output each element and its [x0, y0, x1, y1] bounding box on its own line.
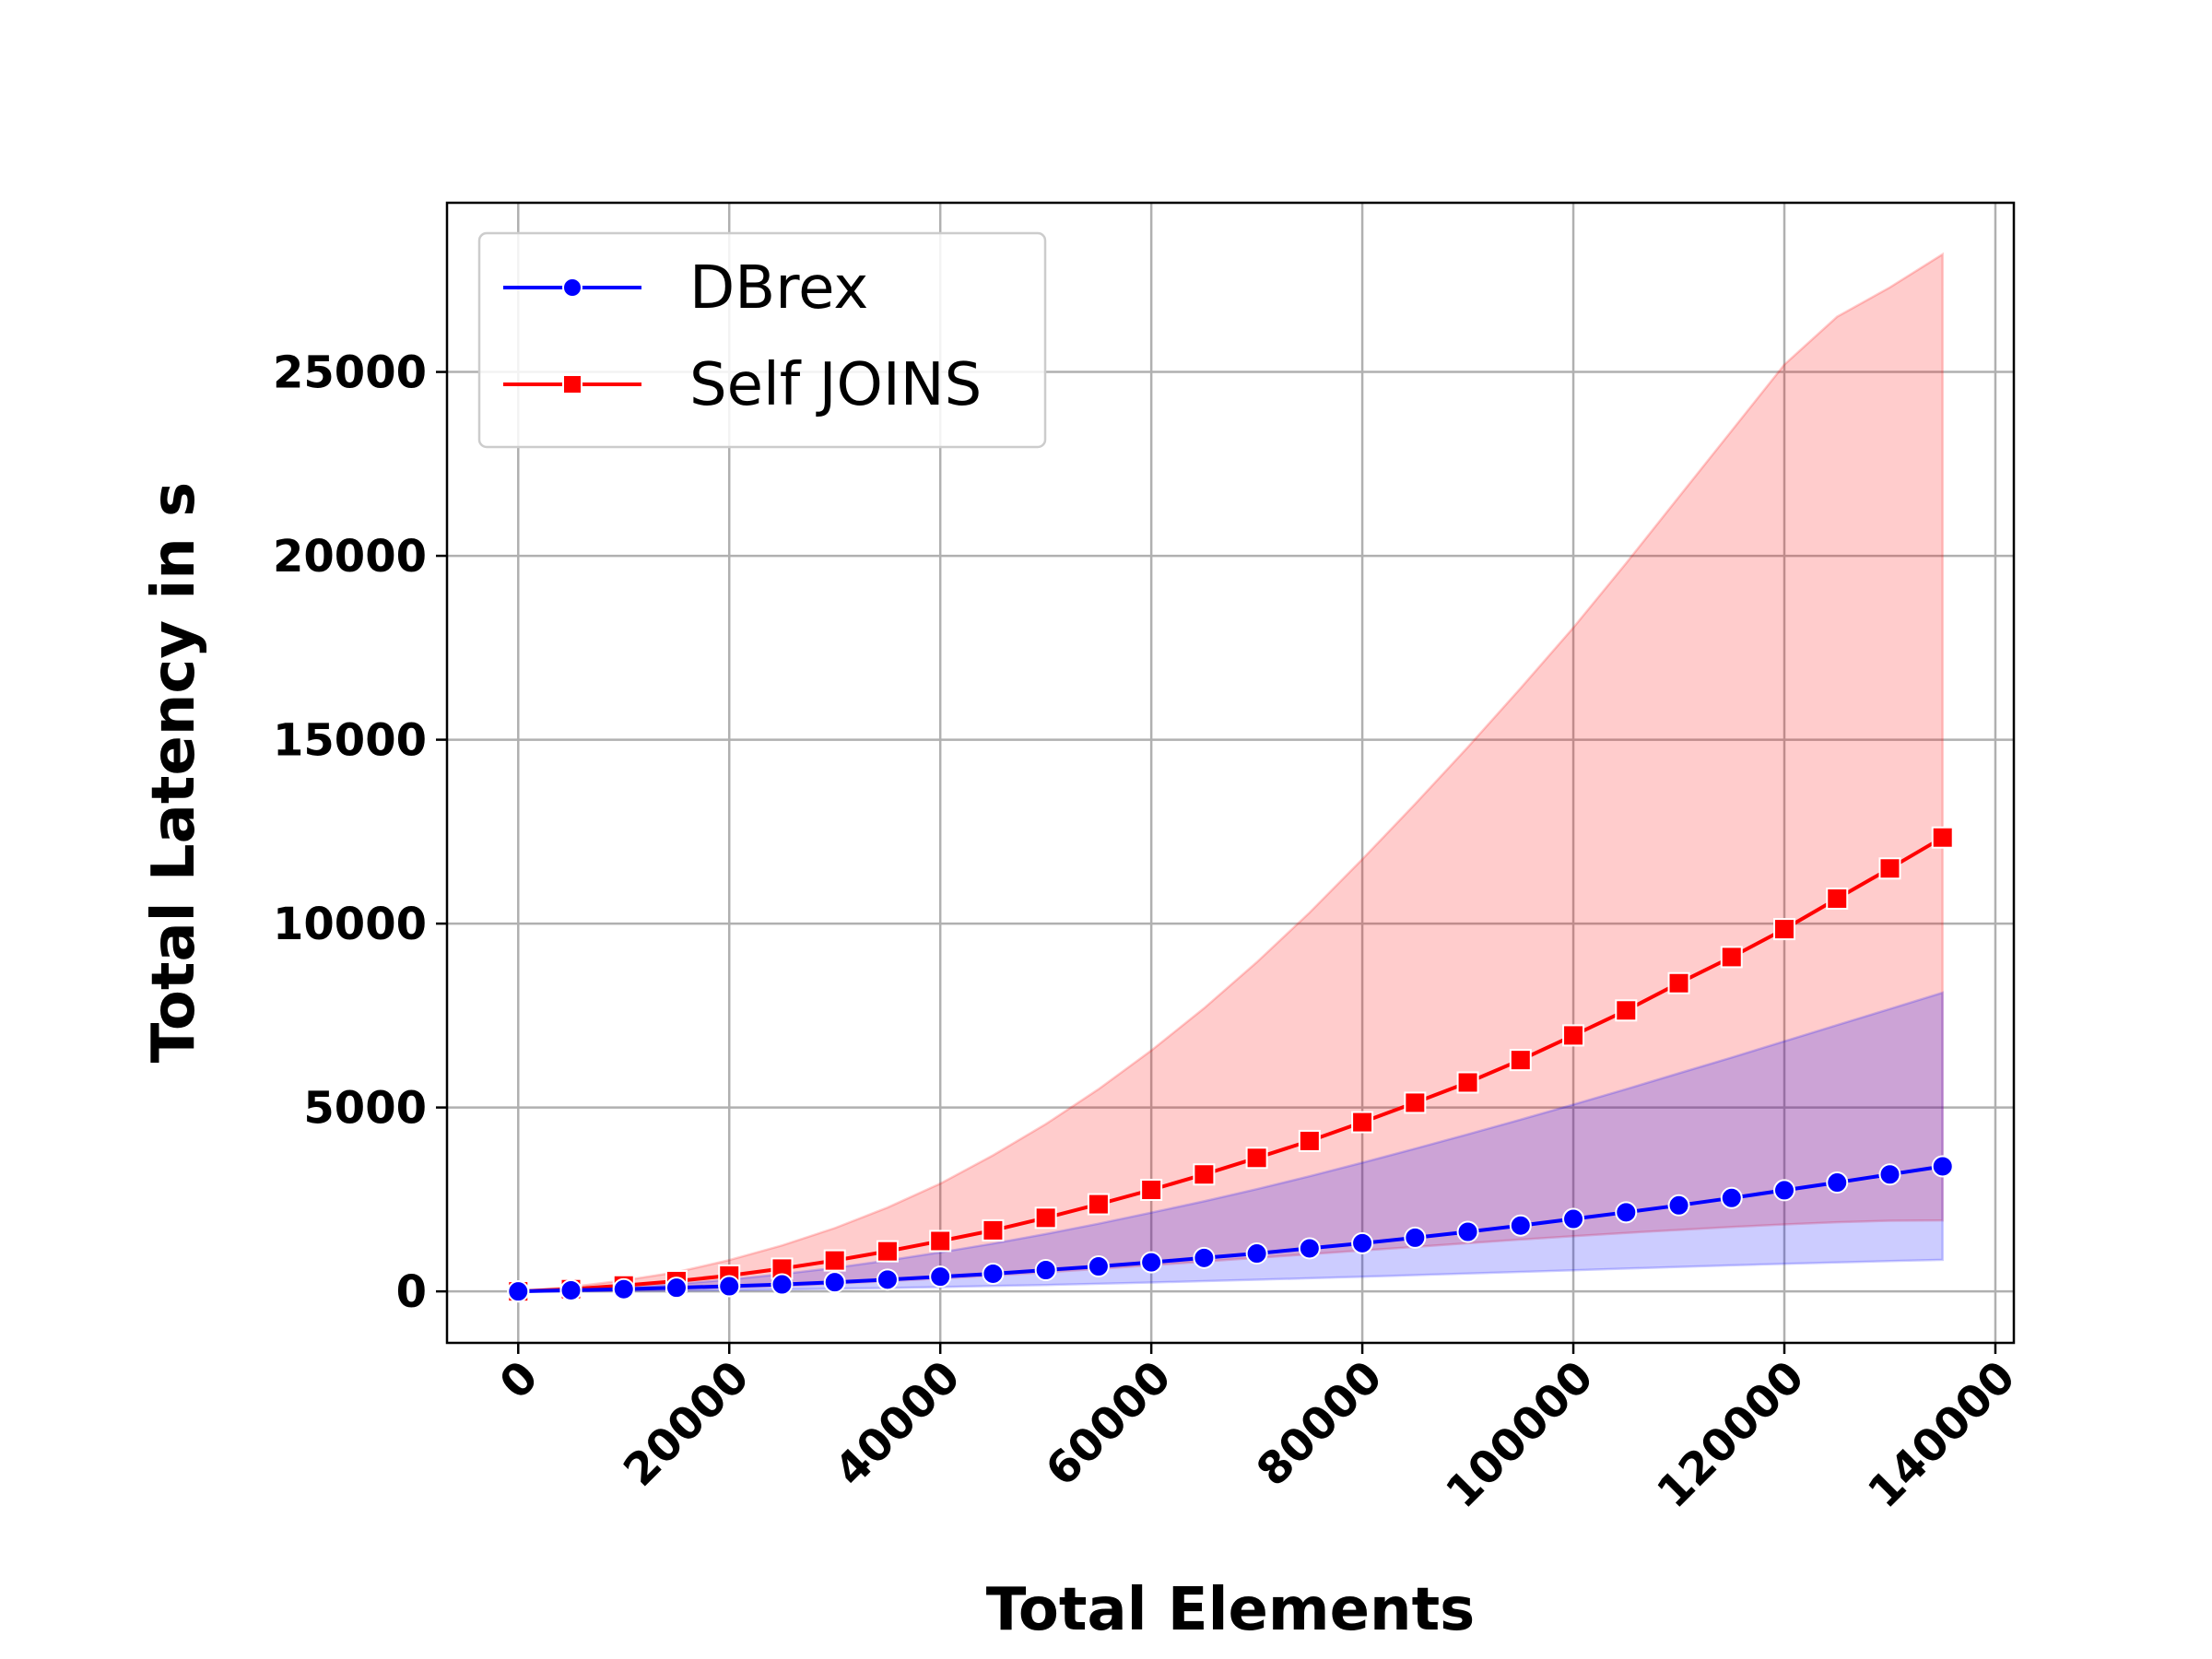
data-point-dbrex	[1931, 1155, 1954, 1178]
data-point-dbrex	[771, 1273, 794, 1296]
data-point-self-joins	[1193, 1163, 1216, 1186]
data-point-self-joins	[1140, 1179, 1163, 1202]
x-tick-label: 40000	[825, 1351, 971, 1497]
y-tick-labels: 0 5000 10000 15000 20000 25000	[273, 347, 427, 1319]
data-point-self-joins	[1667, 971, 1690, 994]
data-point-dbrex	[718, 1275, 741, 1298]
series-line-dbrex	[518, 1164, 1944, 1294]
data-point-dbrex	[1245, 1242, 1268, 1265]
data-point-dbrex	[876, 1268, 899, 1291]
data-point-dbrex	[1773, 1179, 1796, 1202]
data-point-self-joins	[1931, 826, 1954, 849]
data-point-dbrex	[1878, 1163, 1901, 1186]
legend-marker-dbrex	[562, 277, 582, 298]
data-point-self-joins	[1245, 1147, 1268, 1170]
legend: DBrex Self JOINS	[477, 231, 1047, 449]
y-axis-title: Total Latency in s	[140, 482, 208, 1063]
data-point-dbrex	[929, 1265, 952, 1288]
data-point-dbrex	[559, 1278, 582, 1301]
data-point-dbrex	[1298, 1237, 1321, 1260]
data-point-self-joins	[1773, 918, 1796, 941]
data-point-dbrex	[823, 1271, 846, 1294]
grid	[447, 203, 2014, 1343]
y-tick-label: 10000	[273, 899, 427, 950]
data-point-dbrex	[982, 1262, 1005, 1285]
markers	[507, 826, 1954, 1303]
legend-label-dbrex: DBrex	[689, 254, 868, 323]
x-tick-label: 60000	[1036, 1351, 1182, 1497]
x-tick-labels: 0 20000 40000 60000 80000 100000 120000 140000	[490, 1351, 2026, 1518]
y-tick-label: 0	[396, 1266, 427, 1318]
data-point-self-joins	[1087, 1193, 1110, 1216]
data-point-dbrex	[1140, 1251, 1163, 1274]
data-point-self-joins	[1351, 1111, 1374, 1134]
data-point-self-joins	[1562, 1024, 1585, 1047]
data-point-self-joins	[1615, 999, 1638, 1022]
y-tick-label: 5000	[303, 1083, 427, 1135]
data-point-self-joins	[1456, 1071, 1479, 1094]
data-point-dbrex	[1667, 1194, 1690, 1217]
y-tick-label: 25000	[273, 347, 427, 399]
data-point-dbrex	[1404, 1226, 1427, 1249]
data-point-dbrex	[1456, 1220, 1479, 1243]
data-point-dbrex	[1826, 1171, 1849, 1194]
data-point-self-joins	[1034, 1206, 1057, 1230]
data-point-dbrex	[507, 1280, 530, 1303]
series-line-self-joins	[518, 835, 1944, 1294]
series-lines	[518, 835, 1944, 1294]
y-tick-label: 20000	[273, 531, 427, 582]
x-tick-label: 80000	[1247, 1351, 1393, 1497]
data-point-dbrex	[1351, 1231, 1374, 1254]
data-point-self-joins	[1720, 946, 1743, 969]
x-tick-label: 120000	[1647, 1351, 1814, 1518]
data-point-self-joins	[823, 1249, 846, 1272]
legend-marker-self-joins	[562, 374, 582, 394]
data-point-self-joins	[1509, 1049, 1532, 1072]
ticks	[436, 371, 1997, 1354]
data-point-self-joins	[876, 1240, 899, 1263]
data-point-self-joins	[1298, 1129, 1321, 1152]
x-tick-label: 0	[490, 1351, 548, 1409]
data-point-self-joins	[1404, 1091, 1427, 1114]
x-tick-label: 100000	[1436, 1351, 1603, 1518]
data-point-dbrex	[1193, 1246, 1216, 1269]
data-point-dbrex	[1509, 1214, 1532, 1237]
data-point-self-joins	[982, 1218, 1005, 1241]
x-tick-label: 20000	[614, 1351, 759, 1497]
legend-label-self-joins: Self JOINS	[689, 351, 982, 419]
y-tick-label: 15000	[273, 715, 427, 767]
data-point-dbrex	[1087, 1255, 1110, 1278]
x-axis-title: Total Elements	[986, 1576, 1476, 1644]
data-point-dbrex	[665, 1277, 688, 1300]
data-point-dbrex	[1615, 1201, 1638, 1224]
data-point-self-joins	[1878, 857, 1901, 880]
plot-frame	[445, 201, 2016, 1345]
data-point-dbrex	[1720, 1186, 1743, 1209]
data-point-self-joins	[1826, 887, 1849, 910]
data-point-dbrex	[612, 1277, 635, 1300]
data-point-self-joins	[929, 1230, 952, 1253]
data-point-dbrex	[1562, 1207, 1585, 1230]
data-point-dbrex	[1034, 1258, 1057, 1281]
x-tick-label: 140000	[1858, 1351, 2025, 1518]
